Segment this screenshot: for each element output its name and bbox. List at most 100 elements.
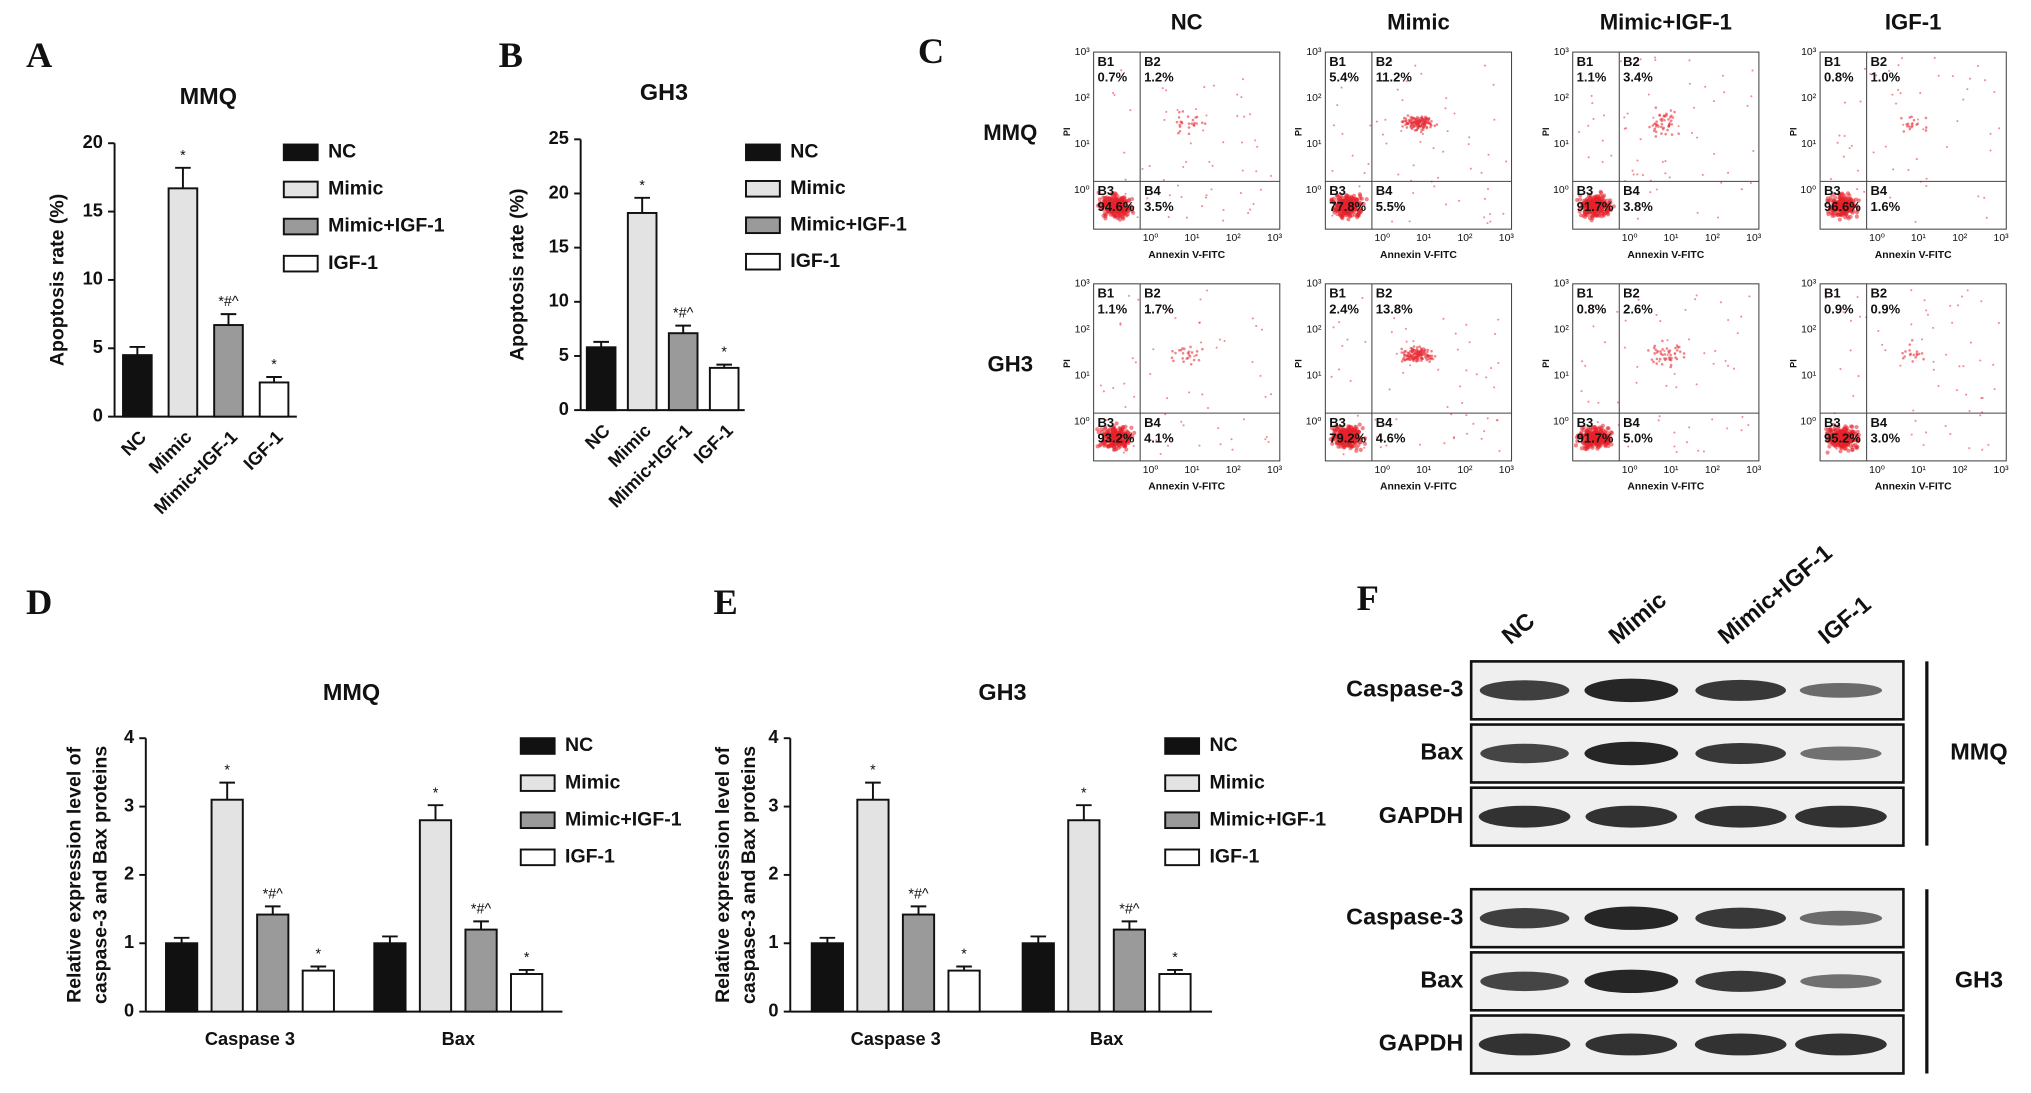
error-bar xyxy=(518,968,535,975)
quadrant-label: B4 xyxy=(1871,183,1888,198)
error-bar xyxy=(175,166,191,189)
y-tick-label: 10¹ xyxy=(1554,371,1570,382)
event-dot xyxy=(1498,449,1501,452)
event-dot xyxy=(1424,115,1427,118)
x-tick-label: 10² xyxy=(1457,465,1473,476)
event-dot xyxy=(1904,350,1907,353)
y-tick-label: 10³ xyxy=(1554,279,1570,290)
event-dot xyxy=(1696,136,1699,139)
bar xyxy=(122,354,153,418)
significance-label: *#^ xyxy=(908,886,929,902)
x-axis-label: Annexin V-FITC xyxy=(1148,482,1225,493)
event-dot xyxy=(1660,122,1664,126)
event-dot xyxy=(1406,351,1410,355)
event-dot xyxy=(1740,188,1743,191)
x-tick-label: 10⁰ xyxy=(1374,465,1390,476)
significance-label: *#^ xyxy=(263,886,284,902)
event-dot xyxy=(1171,349,1174,353)
error-bar xyxy=(716,363,733,368)
event-dot xyxy=(1848,214,1853,219)
event-dot xyxy=(1480,437,1483,440)
event-dot xyxy=(1850,447,1855,452)
y-tick-label: 10² xyxy=(1554,93,1570,104)
event-dot xyxy=(1198,321,1201,324)
y-tick-label: 25 xyxy=(549,128,569,148)
event-dot xyxy=(1106,195,1112,201)
event-dot xyxy=(1111,200,1117,205)
event-dot xyxy=(1200,121,1204,125)
event-dot xyxy=(1148,165,1151,168)
event-dot xyxy=(1746,104,1749,107)
event-dot xyxy=(1922,357,1925,361)
event-dot xyxy=(1123,382,1126,385)
y-tick-label: 2 xyxy=(768,864,778,884)
y-tick-label: 10¹ xyxy=(1306,139,1322,150)
event-dot xyxy=(1407,356,1411,360)
x-tick-label: 10³ xyxy=(1746,465,1762,476)
x-tick-label: 10³ xyxy=(1267,233,1283,244)
event-dot xyxy=(1856,198,1861,203)
column-header: Mimic+IGF-1 xyxy=(1600,9,1732,34)
quadrant-label: B2 xyxy=(1144,54,1161,69)
event-dot xyxy=(1357,192,1362,197)
y-tick-label: 10¹ xyxy=(1306,371,1322,382)
quadrant-label: B4 xyxy=(1871,415,1888,430)
event-dot xyxy=(1669,365,1672,369)
event-dot xyxy=(1657,125,1660,128)
event-dot xyxy=(1641,174,1644,177)
event-dot xyxy=(1181,352,1185,355)
event-dot xyxy=(1255,324,1258,328)
x-tick-label: 10² xyxy=(1457,233,1473,244)
event-dot xyxy=(1419,140,1422,143)
event-dot xyxy=(1902,130,1906,133)
error-bar xyxy=(382,935,398,944)
event-dot xyxy=(1847,198,1850,201)
event-dot xyxy=(1587,202,1592,208)
x-tick-label: 10⁰ xyxy=(1143,233,1159,244)
error-bar xyxy=(219,781,235,800)
x-tick-label: 10¹ xyxy=(1911,465,1927,476)
event-dot xyxy=(1732,367,1735,370)
event-dot xyxy=(1578,213,1584,218)
event-dot xyxy=(1180,196,1183,199)
event-dot xyxy=(1872,151,1875,154)
event-dot xyxy=(1726,427,1729,430)
event-dot xyxy=(1177,116,1181,119)
event-dot xyxy=(1925,184,1928,188)
event-dot xyxy=(1579,202,1584,207)
quadrant-percent: 0.7% xyxy=(1098,70,1128,85)
event-dot xyxy=(1654,106,1658,109)
event-dot xyxy=(1981,448,1984,451)
event-dot xyxy=(1405,340,1408,343)
event-dot xyxy=(1825,450,1830,455)
event-dot xyxy=(1425,358,1429,362)
event-dot xyxy=(1658,357,1662,361)
event-dot xyxy=(1335,203,1340,208)
protein-band xyxy=(1480,743,1569,764)
event-dot xyxy=(1749,181,1752,185)
x-axis-label: Annexin V-FITC xyxy=(1875,250,1952,261)
event-dot xyxy=(1600,208,1605,213)
event-dot xyxy=(1969,341,1972,344)
event-dot xyxy=(1343,210,1348,215)
event-dot xyxy=(1843,212,1849,217)
event-dot xyxy=(1420,124,1423,127)
quadrant-label: B1 xyxy=(1329,286,1346,301)
event-dot xyxy=(1864,67,1867,70)
event-dot xyxy=(1932,368,1935,371)
event-dot xyxy=(1911,124,1914,128)
event-dot xyxy=(1721,74,1724,77)
event-dot xyxy=(1446,405,1449,408)
event-dot xyxy=(1433,124,1437,128)
event-dot xyxy=(1430,349,1433,353)
event-dot xyxy=(1752,149,1755,153)
event-dot xyxy=(1131,210,1136,215)
event-dot xyxy=(1663,353,1667,356)
event-dot xyxy=(1838,200,1843,205)
event-dot xyxy=(1186,115,1190,118)
event-dot xyxy=(1114,204,1119,209)
event-dot xyxy=(1116,445,1121,450)
event-dot xyxy=(1590,203,1595,209)
event-dot xyxy=(1412,125,1415,128)
